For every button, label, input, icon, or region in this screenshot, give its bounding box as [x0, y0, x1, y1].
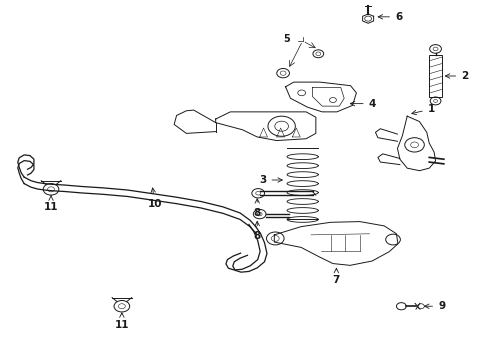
- Text: 4: 4: [350, 99, 376, 109]
- Text: 11: 11: [115, 313, 129, 330]
- Text: 5: 5: [284, 34, 291, 44]
- Text: 9: 9: [425, 301, 445, 311]
- Text: 8: 8: [254, 199, 261, 217]
- Text: 11: 11: [44, 196, 58, 212]
- Text: 8: 8: [254, 221, 261, 241]
- Text: 1: 1: [412, 104, 435, 115]
- Text: 6: 6: [378, 12, 402, 22]
- Text: 3: 3: [259, 175, 282, 185]
- Text: 2: 2: [445, 71, 468, 81]
- Text: 7: 7: [333, 268, 340, 285]
- Text: 10: 10: [147, 188, 162, 209]
